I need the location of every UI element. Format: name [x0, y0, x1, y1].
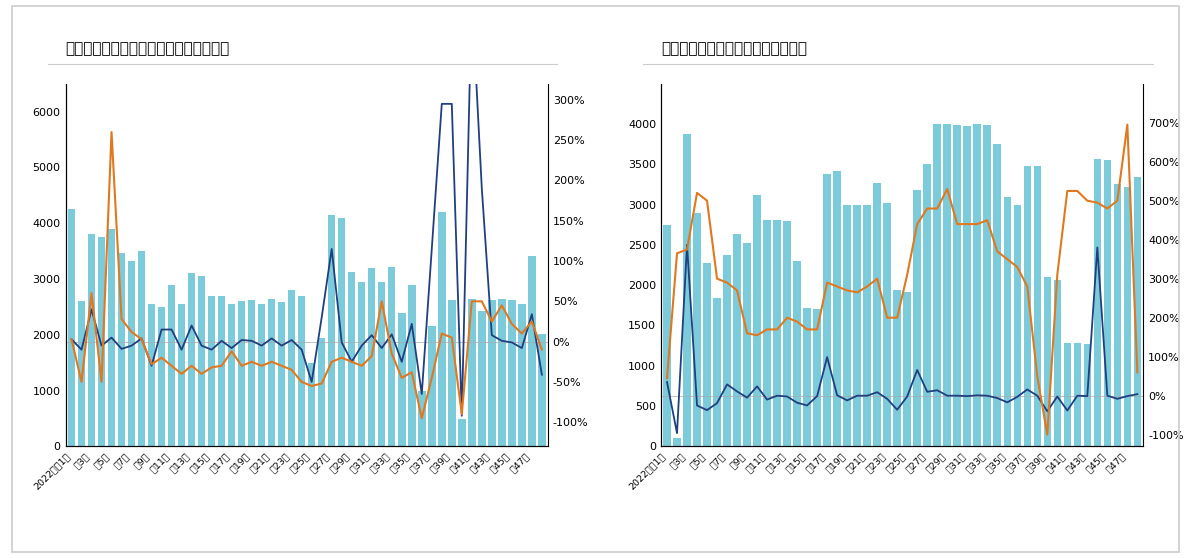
- Bar: [488, 300, 495, 446]
- Bar: [528, 256, 536, 446]
- Bar: [713, 298, 721, 446]
- Bar: [468, 299, 475, 446]
- Bar: [813, 309, 821, 446]
- Bar: [1093, 160, 1100, 446]
- Bar: [108, 229, 116, 446]
- Bar: [88, 234, 95, 446]
- Bar: [923, 164, 931, 446]
- Bar: [208, 296, 216, 446]
- Bar: [498, 299, 505, 446]
- Bar: [1043, 277, 1050, 446]
- Bar: [127, 261, 136, 446]
- Bar: [1073, 343, 1081, 446]
- Bar: [148, 304, 155, 446]
- Bar: [1104, 160, 1111, 446]
- Bar: [459, 418, 466, 446]
- Bar: [318, 338, 325, 446]
- Bar: [177, 304, 186, 446]
- Bar: [943, 124, 950, 446]
- Bar: [478, 311, 486, 446]
- Bar: [1034, 166, 1041, 446]
- Bar: [198, 276, 205, 446]
- Bar: [1023, 166, 1031, 446]
- Bar: [428, 326, 436, 446]
- Bar: [288, 290, 295, 446]
- Bar: [843, 205, 850, 446]
- Bar: [77, 301, 86, 446]
- Bar: [378, 282, 386, 446]
- Bar: [218, 296, 225, 446]
- Bar: [418, 391, 425, 446]
- Bar: [1054, 280, 1061, 446]
- Bar: [168, 285, 175, 446]
- Bar: [723, 256, 731, 446]
- Bar: [954, 125, 961, 446]
- Bar: [1084, 344, 1091, 446]
- Bar: [1014, 205, 1021, 446]
- Bar: [754, 195, 761, 446]
- Text: 成都新建商品住宅周度成交套数及同环比: 成都新建商品住宅周度成交套数及同环比: [66, 41, 230, 56]
- Bar: [964, 127, 971, 446]
- Bar: [1114, 185, 1121, 446]
- Bar: [448, 300, 455, 446]
- Bar: [673, 439, 681, 446]
- Bar: [68, 209, 75, 446]
- Bar: [854, 205, 861, 446]
- Bar: [913, 190, 921, 446]
- Bar: [784, 221, 791, 446]
- Bar: [873, 183, 881, 446]
- Bar: [298, 296, 305, 446]
- Bar: [518, 304, 525, 446]
- Bar: [993, 144, 1000, 446]
- Bar: [268, 299, 275, 446]
- Bar: [278, 302, 286, 446]
- Bar: [258, 304, 266, 446]
- Bar: [823, 174, 831, 446]
- Bar: [188, 273, 195, 446]
- Bar: [834, 171, 841, 446]
- Bar: [984, 125, 991, 446]
- Bar: [1064, 343, 1071, 446]
- Bar: [693, 213, 700, 446]
- Text: 成都二手住宅周度成交套数及同环比: 成都二手住宅周度成交套数及同环比: [661, 41, 807, 56]
- Bar: [409, 285, 416, 446]
- Bar: [763, 220, 771, 446]
- Bar: [238, 301, 245, 446]
- Bar: [388, 267, 395, 446]
- Bar: [158, 307, 166, 446]
- Bar: [804, 308, 811, 446]
- Bar: [684, 134, 691, 446]
- Bar: [328, 215, 336, 446]
- Bar: [368, 268, 375, 446]
- Bar: [248, 300, 255, 446]
- Bar: [1134, 177, 1141, 446]
- Bar: [118, 253, 125, 446]
- Bar: [904, 292, 911, 446]
- Bar: [398, 313, 405, 446]
- Bar: [348, 272, 355, 446]
- Bar: [338, 218, 345, 446]
- Bar: [438, 212, 445, 446]
- Bar: [934, 124, 941, 446]
- Bar: [538, 334, 545, 446]
- Bar: [308, 363, 316, 446]
- Bar: [1123, 187, 1131, 446]
- Bar: [734, 234, 741, 446]
- Bar: [893, 290, 900, 446]
- Bar: [863, 205, 871, 446]
- Bar: [773, 220, 781, 446]
- Bar: [138, 251, 145, 446]
- Bar: [98, 237, 105, 446]
- Bar: [227, 304, 236, 446]
- Bar: [884, 203, 891, 446]
- Bar: [743, 243, 750, 446]
- Bar: [704, 263, 711, 446]
- Bar: [973, 124, 981, 446]
- Bar: [509, 300, 516, 446]
- Bar: [1004, 196, 1011, 446]
- Bar: [663, 225, 671, 446]
- Bar: [358, 282, 366, 446]
- Bar: [793, 261, 800, 446]
